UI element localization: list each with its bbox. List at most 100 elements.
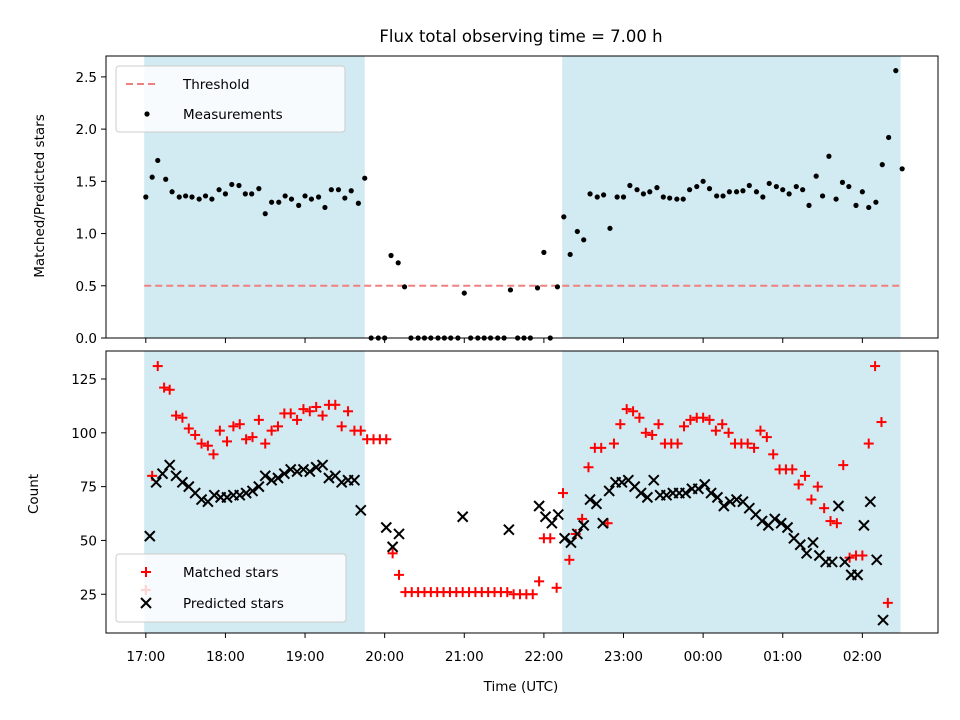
measurement-point — [262, 211, 268, 217]
matched-star-point — [857, 550, 868, 561]
measurement-point — [660, 194, 666, 200]
predicted-star-point — [150, 476, 162, 489]
x-b — [743, 502, 756, 514]
legend-matched-label: Matched stars — [183, 565, 279, 581]
measurement-point — [229, 181, 235, 188]
predicted-star-point — [380, 521, 392, 534]
predicted-star-point — [826, 556, 838, 568]
predicted-star-point — [858, 519, 870, 532]
measurement-point — [282, 193, 288, 199]
matched-star-point — [819, 503, 830, 514]
top-y-axis-label: Matched/Predicted stars — [32, 114, 48, 277]
x-b — [870, 554, 883, 566]
matched-star-point — [298, 404, 309, 415]
legend-box — [115, 553, 347, 623]
matched-star-point — [222, 436, 233, 447]
legend-measurements-label: Measurements — [183, 107, 283, 123]
measurement-point — [740, 188, 746, 194]
measurement-point — [654, 185, 660, 191]
predicted-star-point — [839, 556, 851, 568]
measurement-point — [335, 187, 342, 193]
predicted-star-point — [679, 487, 692, 499]
predicted-star-point — [864, 495, 877, 508]
x-b — [807, 536, 819, 549]
top-panel: 0.0 0.5 1.0 1.5 2.0 2.5 Matched/Predicted sta… — [32, 55, 939, 347]
matched-star-point — [272, 421, 283, 432]
measurement-point — [786, 191, 792, 197]
x-b — [533, 500, 545, 512]
measurement-point — [149, 174, 155, 180]
measurement-point — [296, 202, 302, 208]
x-b — [558, 532, 571, 544]
measurement-point — [236, 182, 242, 189]
predicted-star-point — [870, 554, 883, 566]
matched-star-point — [285, 408, 296, 419]
matched-star-point — [558, 488, 569, 499]
x-tick-label: 02:00 — [843, 649, 882, 665]
matched-star-point — [812, 481, 823, 492]
predicted-star-point — [253, 480, 265, 493]
matched-star-point — [596, 442, 607, 453]
matched-star-point — [672, 438, 683, 449]
x-b — [788, 532, 800, 544]
measurement-point — [839, 179, 846, 185]
measurement-point — [640, 191, 647, 197]
matched-star-point — [381, 434, 392, 445]
matched-star-point — [317, 410, 328, 421]
measurement-point — [833, 196, 839, 202]
x-b — [628, 480, 641, 493]
measurements-series — [143, 68, 905, 341]
legend-box — [115, 65, 346, 133]
predicted-star-point — [724, 495, 736, 508]
measurement-point — [222, 191, 229, 197]
x-b — [571, 528, 584, 540]
predicted-star-point — [297, 463, 310, 476]
matched-star-point — [387, 548, 398, 559]
measurement-point — [507, 287, 514, 293]
measurement-point — [806, 202, 812, 208]
measurement-point — [348, 188, 354, 194]
predicted-star-point — [355, 504, 367, 517]
matched-star-point — [749, 442, 760, 453]
y-tick-label: 125 — [71, 372, 97, 388]
matched-star-point — [608, 438, 619, 449]
predicted-star-point — [692, 483, 705, 495]
predicted-star-point — [348, 474, 361, 486]
x-b — [265, 474, 278, 486]
x-b — [393, 528, 405, 540]
predicted-star-point — [304, 465, 316, 478]
matched-star-point — [647, 429, 658, 440]
measurement-point — [554, 284, 561, 290]
measurement-point — [288, 196, 295, 202]
measurement-point — [269, 199, 275, 205]
measurement-point — [541, 249, 547, 255]
x-b — [705, 487, 717, 499]
x-b — [240, 487, 252, 499]
x-b — [140, 597, 152, 609]
predicted-star-point — [877, 614, 889, 626]
measurement-point — [176, 194, 182, 200]
x-tick-label: 22:00 — [524, 649, 563, 665]
matched-star-point — [710, 425, 721, 436]
matched-star-point — [640, 427, 651, 438]
measurement-point — [614, 194, 620, 200]
measurement-point — [561, 214, 567, 220]
predicted-star-point — [597, 517, 609, 529]
measurement-point — [534, 285, 541, 291]
matched-star-point — [825, 516, 836, 527]
x-b — [234, 489, 246, 501]
measurement-point — [216, 187, 222, 193]
x-b — [724, 495, 736, 508]
x-tick-label: 18:00 — [206, 649, 245, 665]
predicted-star-point — [176, 476, 189, 489]
x-b — [641, 491, 654, 504]
predicted-star-point — [794, 539, 806, 551]
x-tick-label: 20:00 — [365, 649, 404, 665]
measurement-point — [780, 187, 786, 193]
y-tick-label: 25 — [80, 587, 97, 603]
predicted-star-point — [775, 517, 787, 529]
x-b — [221, 491, 233, 504]
predicted-star-point — [456, 511, 469, 523]
matched-star-point — [755, 425, 766, 436]
measurement-point — [647, 189, 653, 195]
